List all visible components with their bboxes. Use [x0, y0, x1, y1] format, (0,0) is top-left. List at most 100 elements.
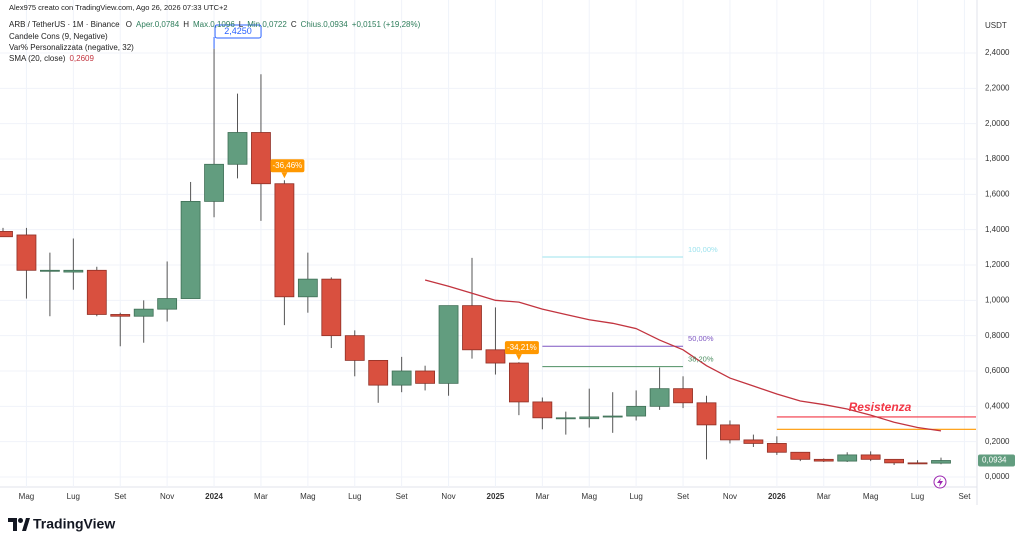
x-tick-label: Lug [629, 492, 642, 501]
candle-body [251, 132, 271, 185]
y-tick-label: 0,4000 [985, 401, 1010, 410]
candle-body [133, 308, 154, 317]
change-label: -36,46% [273, 161, 303, 170]
ohlc-key: H [183, 20, 189, 29]
ohlc-value: Chius.0,0934 [300, 20, 348, 29]
candle-body [157, 298, 178, 310]
x-tick-label: Set [677, 492, 690, 501]
candle-body [602, 415, 623, 418]
x-tick-label: Set [396, 492, 409, 501]
change-box [504, 341, 539, 355]
y-tick-label: 1,0000 [985, 295, 1010, 304]
change: +0,0151 (+19,28%) [351, 20, 421, 29]
ohlc-value: Aper.0,0784 [136, 20, 180, 29]
change-pointer [515, 354, 522, 361]
candle-body [204, 163, 224, 202]
candle-body [391, 370, 412, 386]
change-box [270, 159, 305, 173]
plot-area [0, 0, 976, 487]
y-tick-label: 0,2000 [985, 437, 1010, 446]
symbol-line: ARB / TetherUS · 1M · Binance O Aper.0,07… [9, 20, 424, 29]
x-tick-label: 2024 [205, 492, 223, 501]
candle-body [438, 305, 459, 384]
y-tick-label: 0,0000 [985, 472, 1010, 481]
fib-label: 38,20% [688, 355, 714, 364]
x-tick-label: 2025 [487, 492, 505, 501]
candle-body [40, 269, 60, 272]
candle-body [462, 305, 482, 351]
callout-box [214, 24, 262, 39]
y-tick-label: 1,8000 [985, 154, 1010, 163]
x-tick-label: Mag [300, 492, 316, 501]
indicator: SMA (20, close) 0,2609 [9, 54, 98, 63]
candle-body [485, 349, 506, 364]
y-tick-label: 2,4000 [985, 48, 1010, 57]
brand: TradingView [33, 516, 115, 532]
y-tick-label: 2,0000 [985, 119, 1010, 128]
candle-body [837, 454, 858, 462]
y-tick-label: 0,6000 [985, 366, 1010, 375]
ohlc-key: L [238, 20, 244, 29]
ohlc-key: O [125, 20, 133, 29]
candle-body [720, 424, 740, 441]
fib-label: 100,00% [688, 245, 718, 254]
y-tick-label: 1,2000 [985, 260, 1010, 269]
candle-body [321, 278, 342, 337]
indicator: Candele Cons (9, Negative) [9, 32, 108, 41]
x-tick-label: Mar [535, 492, 549, 501]
candle-body [180, 200, 201, 299]
candle-body [673, 388, 693, 404]
ohlc-value: Max.0,1096 [192, 20, 235, 29]
candle-body [110, 314, 131, 317]
candle-body [813, 458, 834, 462]
ohlc-key: C [290, 20, 297, 29]
price-tag [978, 454, 1015, 467]
candle-body [860, 454, 881, 460]
candle-body [532, 401, 553, 419]
hline-label: Resistenza [849, 400, 912, 414]
callout-label: 2,4250 [224, 26, 252, 36]
x-tick-label: Set [114, 492, 127, 501]
x-tick-label: Mar [817, 492, 831, 501]
sma-line [424, 279, 942, 432]
candle-body [297, 278, 318, 298]
x-tick-label: Mag [581, 492, 597, 501]
x-tick-label: Mag [19, 492, 35, 501]
candle-body [696, 402, 717, 426]
candle-body [931, 460, 951, 464]
fib-label: 50,00% [688, 334, 714, 343]
change-pointer [281, 172, 288, 179]
candle-body [743, 439, 764, 444]
candle-body [368, 359, 389, 386]
candle-body [0, 231, 13, 238]
candle-body [766, 443, 787, 453]
sma-name: SMA (20, close) [9, 54, 66, 63]
currency: USDT [985, 21, 1007, 30]
candle-body [86, 269, 107, 315]
author-line: Alex975 creato con TradingView.com, Ago … [9, 3, 228, 12]
indicator: Var% Personalizzata (negative, 32) [9, 43, 134, 52]
candle-body [649, 388, 670, 407]
ohlc-value: Min.0,0722 [247, 20, 287, 29]
alert-bolt [937, 478, 943, 487]
x-tick-label: Lug [911, 492, 924, 501]
candle-body [63, 269, 84, 273]
candle-body [16, 234, 37, 271]
candle-body [344, 335, 365, 361]
x-tick-label: Lug [67, 492, 80, 501]
symbol: ARB / TetherUS · 1M · Binance [9, 20, 120, 29]
y-tick-label: 1,4000 [985, 225, 1010, 234]
sma-value: 0,2609 [69, 54, 94, 63]
x-tick-label: Mar [254, 492, 268, 501]
y-tick-label: 0,8000 [985, 331, 1010, 340]
candle-body [555, 417, 576, 420]
candle-body [790, 451, 811, 460]
candle-body [508, 362, 529, 403]
x-tick-label: Lug [348, 492, 361, 501]
x-tick-label: Set [958, 492, 971, 501]
candle-body [415, 370, 436, 384]
candle-body [884, 458, 904, 464]
x-tick-label: 2026 [768, 492, 786, 501]
